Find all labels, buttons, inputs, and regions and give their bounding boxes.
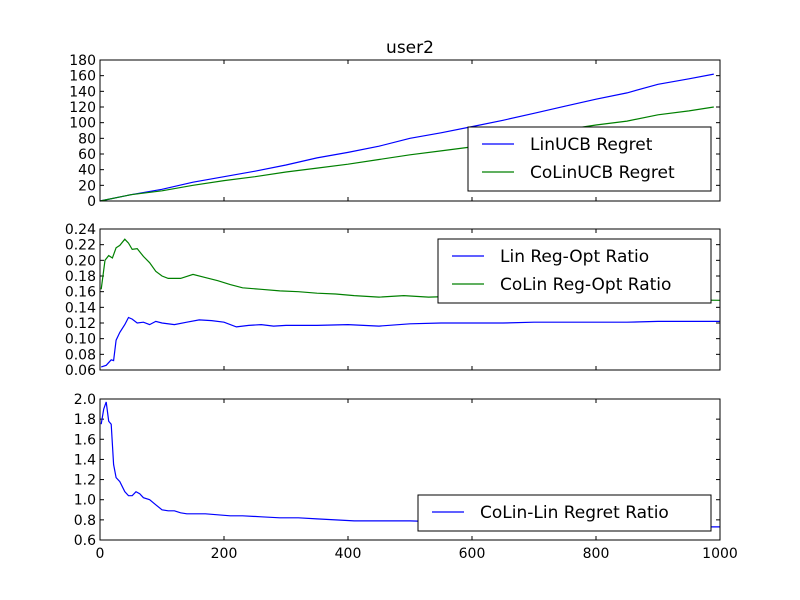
legend-label: Lin Reg-Opt Ratio (500, 247, 649, 267)
legend-label: CoLin Reg-Opt Ratio (500, 275, 671, 295)
y-tick-label: 0.22 (65, 238, 96, 254)
y-tick-label: 60 (78, 147, 96, 163)
x-tick-label: 0 (96, 546, 105, 562)
series-line-1 (101, 316, 720, 368)
y-tick-label: 40 (78, 163, 96, 179)
y-tick-label: 1.6 (74, 432, 96, 448)
series-line-2 (100, 238, 721, 301)
y-tick-label: 80 (78, 131, 96, 147)
y-tick-label: 140 (69, 84, 96, 100)
axes-frame (99, 398, 721, 541)
axes-frame (99, 59, 721, 202)
x-tick-label: 800 (583, 546, 610, 562)
y-tick-label: 0.06 (65, 363, 96, 379)
legend-box (467, 126, 712, 192)
axes-frame (99, 228, 721, 371)
x-tick-label: 400 (335, 546, 362, 562)
y-tick-label: 100 (69, 116, 96, 132)
y-tick-label: 1.4 (74, 452, 96, 468)
y-tick-label: 160 (69, 69, 96, 85)
legend: Lin Reg-Opt Ratio CoLin Reg-Opt Ratio (437, 238, 712, 304)
y-tick-label: 180 (69, 53, 96, 69)
legend-box (437, 238, 712, 304)
y-tick-label: 0.08 (65, 347, 96, 363)
y-tick-label: 0.24 (65, 222, 96, 238)
y-tick-label: 1.0 (74, 493, 96, 509)
x-tick-label: 1000 (702, 546, 738, 562)
legend-label: CoLin-Lin Regret Ratio (480, 503, 669, 523)
legend-box (417, 494, 712, 532)
y-tick-label: 20 (78, 178, 96, 194)
panel-3: 0.6 0.8 1.0 1.2 1.4 1.6 1.8 2.0 0 200 400 600 800 100… (74, 392, 738, 562)
y-tick-label: 0 (87, 194, 96, 210)
series-line-1 (99, 73, 714, 202)
y-tick-label: 0.8 (74, 513, 96, 529)
legend: CoLin-Lin Regret Ratio (417, 494, 712, 532)
y-tick-label: 2.0 (74, 392, 96, 408)
y-tick-label: 0.6 (74, 533, 96, 549)
y-tick-label: 0.20 (65, 253, 96, 269)
y-tick-label: 0.16 (65, 285, 96, 301)
legend-label: CoLinUCB Regret (530, 163, 675, 183)
y-tick-label: 0.14 (65, 300, 96, 316)
y-tick-label: 1.2 (74, 473, 96, 489)
series-line-2 (99, 106, 714, 202)
y-tick-label: 0.18 (65, 269, 96, 285)
y-tick-label: 0.12 (65, 316, 96, 332)
x-tick-label: 200 (211, 546, 238, 562)
y-tick-label: 120 (69, 100, 96, 116)
legend: LinUCB Regret CoLinUCB Regret (467, 126, 712, 192)
chart-title: user2 (386, 38, 434, 58)
panel-2: 0.060.080.100.120.140.160.180.200.220.24… (65, 222, 721, 379)
y-tick-label: 1.8 (74, 412, 96, 428)
y-tick-label: 0.10 (65, 332, 96, 348)
legend-label: LinUCB Regret (530, 135, 653, 155)
x-tick-label: 600 (459, 546, 486, 562)
